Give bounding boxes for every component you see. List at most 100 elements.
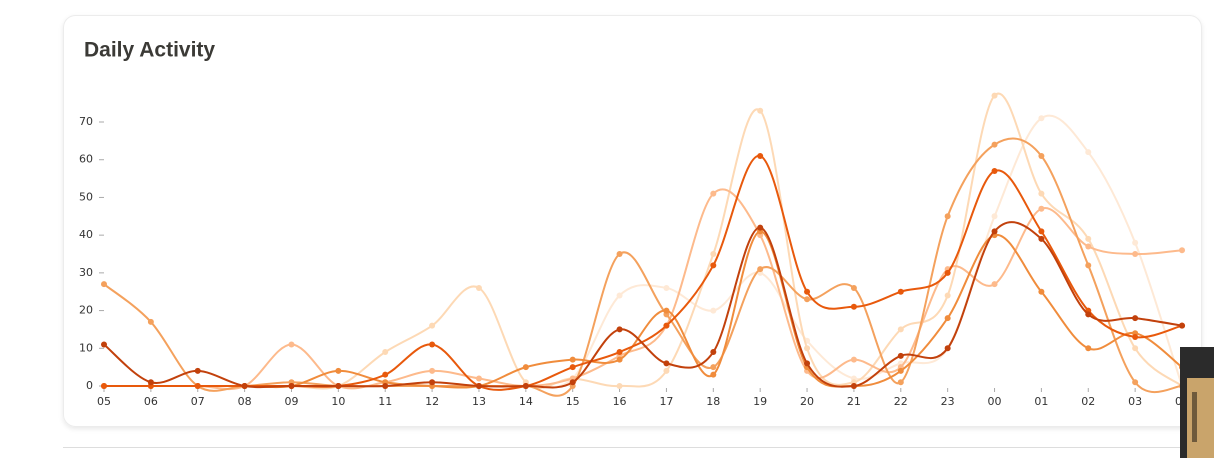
point — [663, 367, 670, 374]
point — [804, 288, 811, 295]
point — [1179, 322, 1186, 329]
x-tick-label: 07 — [191, 395, 205, 408]
point — [1132, 379, 1139, 386]
thumbnail-image — [1187, 378, 1214, 458]
point — [1038, 235, 1045, 242]
point — [475, 375, 482, 382]
point — [804, 360, 811, 367]
x-tick-label: 21 — [847, 395, 861, 408]
point — [335, 383, 342, 389]
point — [897, 379, 904, 386]
x-tick-label: 15 — [566, 395, 580, 408]
point — [522, 383, 529, 389]
point — [663, 307, 670, 314]
point — [944, 315, 951, 322]
point — [1132, 315, 1139, 322]
x-tick-label: 20 — [800, 395, 814, 408]
point — [616, 292, 623, 299]
chart-title: Daily Activity — [84, 39, 215, 62]
point — [757, 107, 764, 114]
point — [1038, 205, 1045, 212]
point — [991, 281, 998, 288]
point — [147, 318, 154, 325]
point — [382, 383, 389, 389]
point — [1085, 149, 1092, 156]
x-tick-label: 22 — [894, 395, 908, 408]
point — [429, 322, 436, 329]
x-tick-label: 06 — [144, 395, 158, 408]
point — [710, 262, 717, 269]
point — [944, 269, 951, 276]
point — [944, 292, 951, 299]
point — [194, 367, 201, 374]
x-tick-label: 13 — [472, 395, 486, 408]
point — [897, 288, 904, 295]
point — [850, 284, 857, 291]
x-tick-label: 09 — [284, 395, 298, 408]
point — [1038, 115, 1045, 122]
point — [710, 349, 717, 356]
x-tick-label: 19 — [753, 395, 767, 408]
point — [710, 190, 717, 197]
point — [569, 356, 576, 363]
point — [1132, 345, 1139, 352]
point — [522, 364, 529, 371]
point — [850, 356, 857, 363]
point — [991, 213, 998, 220]
point — [1085, 262, 1092, 269]
y-tick-label: 10 — [79, 341, 93, 354]
point — [897, 367, 904, 374]
point — [101, 341, 107, 348]
point — [1132, 239, 1139, 246]
point — [1085, 311, 1092, 318]
x-tick-label: 11 — [378, 395, 392, 408]
y-tick-label: 40 — [79, 228, 93, 241]
point — [991, 228, 998, 235]
point — [991, 141, 998, 148]
x-tick-label: 01 — [1034, 395, 1048, 408]
point — [335, 367, 342, 374]
point — [710, 364, 717, 371]
x-tick-label: 23 — [941, 395, 955, 408]
y-tick-label: 30 — [79, 266, 93, 279]
x-tick-label: 16 — [613, 395, 627, 408]
point — [429, 341, 436, 348]
point — [1179, 247, 1186, 254]
y-tick-label: 70 — [79, 115, 93, 128]
point — [850, 303, 857, 310]
point — [1085, 345, 1092, 352]
point — [1085, 235, 1092, 242]
x-tick-label: 02 — [1081, 395, 1095, 408]
point — [850, 383, 857, 389]
point — [1038, 190, 1045, 197]
point — [944, 213, 951, 220]
y-tick-label: 60 — [79, 153, 93, 166]
x-tick-label: 08 — [238, 395, 252, 408]
point — [663, 284, 670, 291]
point — [101, 281, 107, 288]
point — [194, 383, 201, 389]
point — [288, 341, 295, 348]
point — [710, 251, 717, 258]
point — [710, 307, 717, 314]
point — [991, 92, 998, 99]
point — [804, 296, 811, 303]
point — [757, 224, 764, 231]
point — [1085, 243, 1092, 250]
point — [757, 152, 764, 159]
y-tick-label: 20 — [79, 304, 93, 317]
point — [897, 352, 904, 359]
point — [663, 322, 670, 329]
x-tick-label: 10 — [331, 395, 345, 408]
point — [804, 345, 811, 352]
point — [991, 168, 998, 175]
x-tick-label: 03 — [1128, 395, 1142, 408]
point — [382, 371, 389, 378]
x-tick-label: 14 — [519, 395, 533, 408]
point — [101, 383, 107, 389]
point — [616, 356, 623, 363]
point — [897, 326, 904, 333]
point — [616, 383, 623, 389]
